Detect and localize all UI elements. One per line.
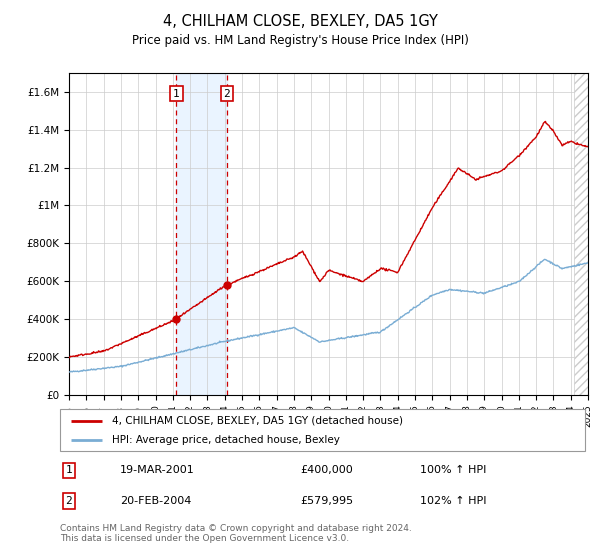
Text: 20-FEB-2004: 20-FEB-2004: [120, 496, 191, 506]
Text: 2: 2: [224, 88, 230, 99]
FancyBboxPatch shape: [60, 409, 585, 451]
Bar: [176, 73, 227, 395]
Text: 19-MAR-2001: 19-MAR-2001: [120, 465, 195, 475]
Text: 4, CHILHAM CLOSE, BEXLEY, DA5 1GY (detached house): 4, CHILHAM CLOSE, BEXLEY, DA5 1GY (detac…: [113, 416, 404, 426]
Text: £579,995: £579,995: [300, 496, 353, 506]
Bar: [574, 73, 588, 395]
Text: 4, CHILHAM CLOSE, BEXLEY, DA5 1GY: 4, CHILHAM CLOSE, BEXLEY, DA5 1GY: [163, 14, 437, 29]
Text: 1: 1: [65, 465, 73, 475]
Text: Contains HM Land Registry data © Crown copyright and database right 2024.
This d: Contains HM Land Registry data © Crown c…: [60, 524, 412, 543]
Text: HPI: Average price, detached house, Bexley: HPI: Average price, detached house, Bexl…: [113, 435, 340, 445]
Text: Price paid vs. HM Land Registry's House Price Index (HPI): Price paid vs. HM Land Registry's House …: [131, 34, 469, 46]
Text: 1: 1: [173, 88, 180, 99]
Text: 102% ↑ HPI: 102% ↑ HPI: [420, 496, 487, 506]
Text: 2: 2: [65, 496, 73, 506]
Text: £400,000: £400,000: [300, 465, 353, 475]
Text: 100% ↑ HPI: 100% ↑ HPI: [420, 465, 487, 475]
